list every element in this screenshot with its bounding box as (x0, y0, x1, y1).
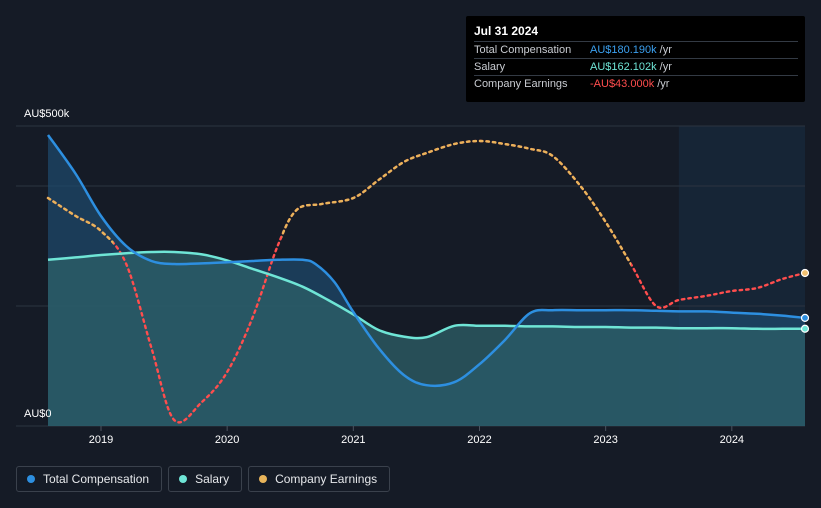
legend-item-company-earnings[interactable]: Company Earnings (248, 466, 391, 492)
legend: Total Compensation Salary Company Earnin… (16, 466, 396, 492)
salary-area (48, 251, 805, 426)
salary-line (47, 250, 806, 340)
x-tick-label: 2024 (720, 434, 744, 446)
legend-label: Company Earnings (275, 472, 378, 486)
tooltip-date: Jul 31 2024 (474, 24, 539, 38)
y-axis-min-label: AU$0 (24, 408, 52, 420)
company-earnings-positive-segment (281, 139, 631, 267)
x-tick-label: 2023 (593, 434, 617, 446)
company-earnings-end-marker (800, 268, 810, 278)
tooltip-label: Total Compensation (474, 44, 572, 56)
tooltip: Jul 31 2024 Total Compensation AU$180.19… (466, 16, 805, 102)
total-compensation-dot-icon (27, 475, 35, 483)
x-tick-label: 2021 (341, 434, 365, 446)
tooltip-value: AU$180.190k/yr (590, 44, 672, 56)
tooltip-row-company-earnings: Company Earnings -AU$43.000k/yr (474, 75, 798, 93)
x-tick-label: 2019 (89, 434, 113, 446)
y-axis-max-label: AU$500k (24, 108, 70, 120)
company-earnings-line-positive (281, 139, 631, 267)
x-tick-label: 2022 (467, 434, 491, 446)
tooltip-label: Company Earnings (474, 78, 568, 90)
salary-end-marker (800, 324, 810, 333)
tooltip-row-salary: Salary AU$162.102k/yr (474, 58, 798, 76)
tooltip-label: Salary (474, 61, 506, 73)
tooltip-value: -AU$43.000k/yr (590, 78, 670, 90)
total-compensation-end-marker (800, 313, 810, 322)
legend-item-salary[interactable]: Salary (168, 466, 243, 492)
x-tick-label: 2020 (215, 434, 239, 446)
tooltip-row-total-compensation: Total Compensation AU$180.190k/yr (474, 41, 798, 59)
legend-label: Total Compensation (43, 472, 150, 486)
total-compensation-line (46, 134, 806, 387)
salary-dot-icon (179, 475, 188, 483)
legend-item-total-compensation[interactable]: Total Compensation (16, 466, 163, 492)
tooltip-value: AU$162.102k/yr (590, 61, 672, 73)
company-earnings-dot-icon (259, 475, 268, 483)
legend-label: Salary (195, 472, 230, 486)
